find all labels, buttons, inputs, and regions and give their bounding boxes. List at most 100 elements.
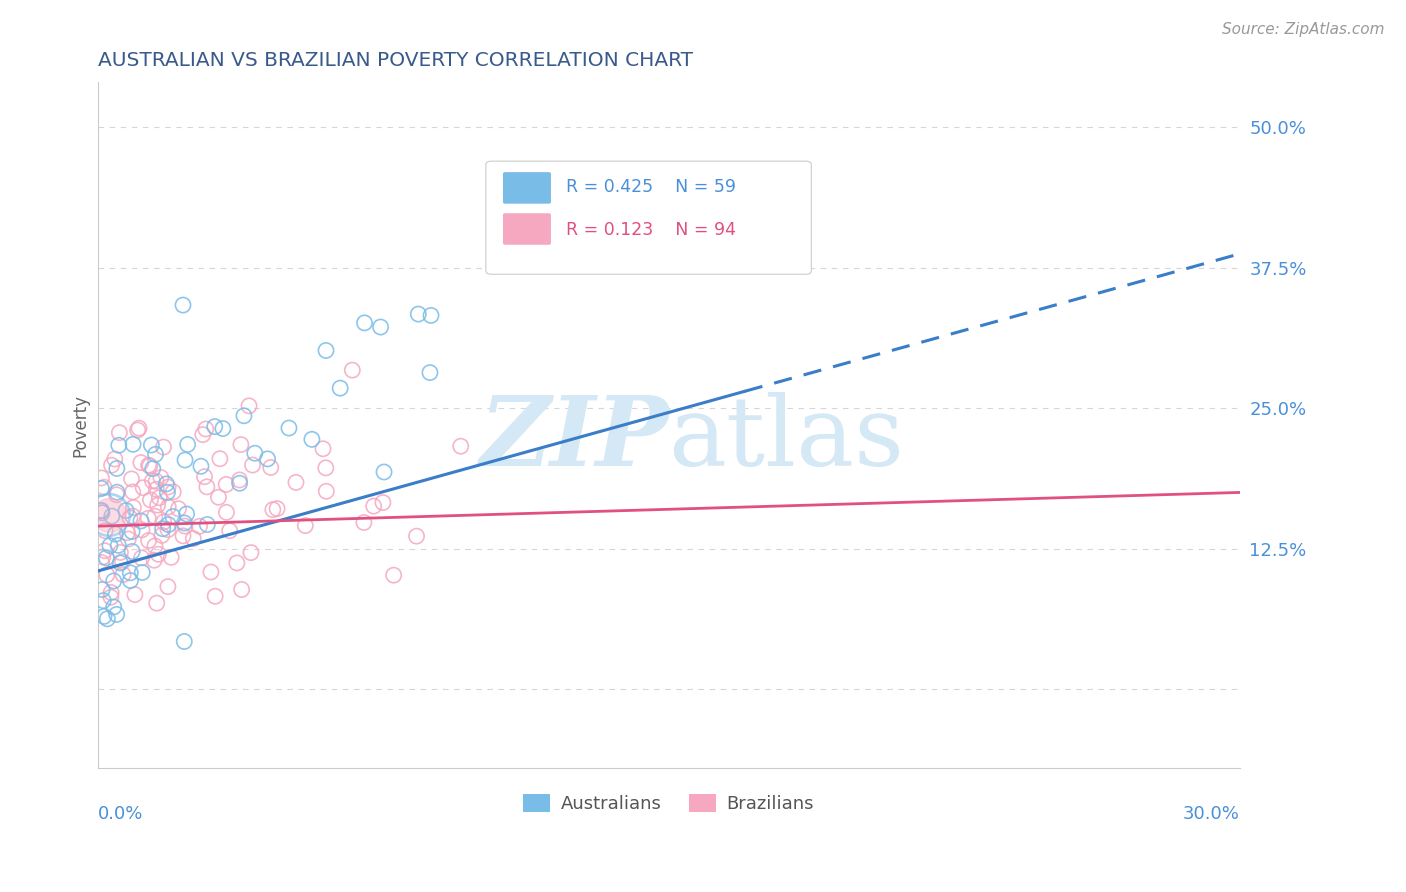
Point	[105, 461, 128, 475]
Point	[90, 482, 112, 496]
Point	[408, 307, 430, 321]
Point	[120, 574, 142, 588]
Point	[143, 539, 166, 553]
Point	[145, 483, 167, 497]
Point	[204, 419, 226, 434]
Point	[176, 507, 198, 521]
Point	[105, 488, 128, 502]
Point	[148, 491, 170, 505]
Point	[371, 495, 394, 509]
Point	[195, 480, 218, 494]
Y-axis label: Poverty: Poverty	[72, 393, 89, 457]
Point	[107, 438, 129, 452]
Point	[143, 553, 166, 567]
Point	[174, 519, 197, 533]
Point	[200, 565, 222, 579]
Point	[139, 458, 162, 473]
Point	[104, 527, 127, 541]
Text: R = 0.123    N = 94: R = 0.123 N = 94	[565, 220, 735, 239]
Point	[107, 538, 129, 552]
Point	[228, 476, 250, 491]
Point	[160, 550, 183, 565]
Point	[90, 556, 112, 570]
Point	[94, 524, 117, 538]
Point	[128, 421, 150, 435]
Point	[118, 511, 141, 525]
Point	[146, 498, 169, 512]
Point	[208, 451, 231, 466]
Point	[266, 501, 288, 516]
Point	[225, 556, 247, 570]
Point	[150, 528, 173, 542]
Point	[93, 543, 115, 558]
Point	[162, 509, 184, 524]
Point	[91, 582, 114, 597]
Point	[212, 421, 235, 435]
Point	[450, 439, 472, 453]
Point	[353, 516, 375, 530]
Point	[131, 550, 153, 565]
Point	[105, 485, 128, 500]
Point	[204, 589, 226, 603]
Point	[138, 458, 160, 473]
Point	[103, 600, 125, 615]
Point	[215, 505, 238, 519]
Point	[132, 481, 155, 495]
Point	[157, 517, 180, 532]
Point	[294, 518, 316, 533]
Point	[228, 473, 250, 487]
Point	[242, 458, 264, 472]
Point	[173, 516, 195, 530]
Point	[190, 459, 212, 474]
Point	[139, 492, 162, 507]
Point	[353, 316, 375, 330]
Point	[239, 546, 262, 560]
Point	[229, 437, 252, 451]
Point	[262, 502, 284, 516]
Point	[363, 499, 385, 513]
Point	[149, 470, 172, 484]
Point	[112, 567, 135, 582]
FancyBboxPatch shape	[503, 172, 551, 203]
Point	[243, 446, 266, 460]
Text: 0.0%: 0.0%	[97, 805, 143, 823]
Point	[152, 515, 174, 529]
Point	[405, 529, 427, 543]
Point	[110, 556, 132, 570]
Point	[342, 363, 364, 377]
Point	[329, 381, 352, 395]
Point	[110, 545, 132, 559]
Text: AUSTRALIAN VS BRAZILIAN POVERTY CORRELATION CHART: AUSTRALIAN VS BRAZILIAN POVERTY CORRELAT…	[97, 51, 693, 70]
Point	[152, 522, 174, 536]
Point	[90, 471, 112, 485]
Point	[91, 593, 114, 607]
Point	[207, 490, 229, 504]
Point	[215, 477, 238, 491]
Point	[91, 549, 114, 564]
Legend: Australians, Brazilians: Australians, Brazilians	[516, 787, 821, 821]
Point	[172, 529, 194, 543]
Point	[131, 523, 153, 537]
Point	[141, 474, 163, 488]
Point	[129, 514, 152, 528]
Point	[120, 566, 142, 580]
Point	[122, 437, 145, 451]
Point	[156, 523, 179, 537]
Point	[231, 582, 253, 597]
Point	[193, 469, 215, 483]
Point	[121, 544, 143, 558]
Point	[145, 447, 167, 461]
FancyBboxPatch shape	[486, 161, 811, 274]
Point	[370, 320, 392, 334]
Point	[156, 580, 179, 594]
Point	[195, 517, 218, 532]
Point	[420, 309, 443, 323]
Text: Source: ZipAtlas.com: Source: ZipAtlas.com	[1222, 22, 1385, 37]
Point	[382, 568, 405, 582]
Point	[138, 533, 160, 548]
Point	[162, 484, 184, 499]
Point	[103, 574, 125, 588]
Point	[129, 456, 152, 470]
Point	[111, 555, 134, 569]
Point	[172, 298, 194, 312]
